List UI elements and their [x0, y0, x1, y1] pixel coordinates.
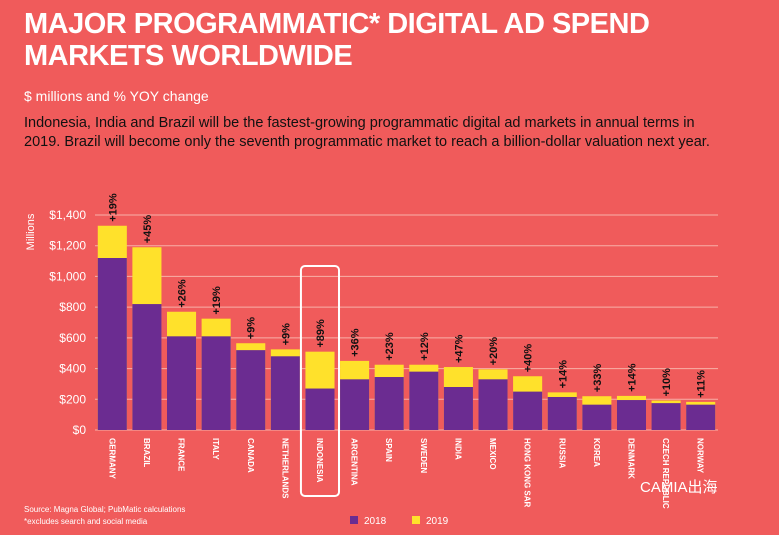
y-tick-label: $1,200	[49, 239, 86, 253]
x-tick-label: NORWAY	[696, 438, 705, 474]
bar	[686, 404, 716, 430]
description: Indonesia, India and Brazil will be the …	[24, 115, 710, 150]
legend-swatch	[412, 516, 420, 524]
bar	[651, 403, 681, 430]
x-tick-label: SWEDEN	[419, 438, 428, 473]
watermark: CAMIA出海	[640, 479, 718, 496]
y-axis-label: Millions	[25, 213, 37, 250]
growth-label: +26%	[177, 279, 189, 308]
x-tick-label: HONG KONG SAR	[523, 438, 532, 508]
growth-label: +19%	[211, 286, 223, 315]
source: Source: Magna Global; PubMatic calculati…	[24, 505, 185, 514]
x-tick-label: INDIA	[453, 438, 462, 460]
y-tick-label: $800	[59, 300, 86, 314]
growth-label: +14%	[626, 363, 638, 392]
bar	[513, 391, 543, 430]
growth-label: +19%	[107, 193, 119, 222]
y-tick-label: $1,400	[49, 208, 86, 222]
growth-label: +12%	[419, 332, 431, 361]
bar	[236, 350, 266, 430]
y-tick-label: $0	[73, 423, 87, 437]
growth-label: +11%	[696, 370, 708, 398]
bar	[582, 404, 612, 430]
bar	[443, 387, 473, 430]
growth-label: +47%	[453, 334, 465, 363]
bar	[374, 377, 404, 430]
x-tick-label: GERMANY	[107, 438, 116, 480]
growth-label: +45%	[142, 215, 154, 244]
x-tick-label: RUSSIA	[557, 438, 566, 468]
bar	[132, 304, 162, 430]
bar	[340, 379, 370, 430]
growth-label: +36%	[350, 328, 362, 357]
x-tick-label: ITALY	[211, 438, 220, 460]
bar	[616, 400, 647, 430]
growth-label: +40%	[523, 344, 535, 373]
x-tick-label: SPAIN	[384, 438, 393, 462]
bar	[270, 356, 300, 430]
growth-label: +9%	[280, 323, 292, 346]
y-tick-label: $600	[59, 331, 86, 345]
x-tick-label: INDONESIA	[315, 438, 324, 483]
x-tick-label: CZECH REPUBLIC	[661, 438, 670, 509]
y-tick-label: $200	[59, 392, 86, 406]
bar	[547, 396, 577, 430]
legend-swatch	[350, 516, 358, 524]
x-tick-label: KOREA	[592, 438, 601, 467]
x-tick-label: ARGENTINA	[350, 438, 359, 486]
x-tick-label: CANADA	[246, 438, 255, 473]
y-tick-label: $1,000	[49, 269, 86, 283]
x-tick-label: FRANCE	[177, 438, 186, 472]
growth-label: +33%	[592, 364, 604, 393]
bar	[201, 336, 231, 430]
growth-label: +20%	[488, 337, 500, 366]
growth-label: +89%	[315, 319, 327, 348]
x-tick-label: MEXICO	[488, 438, 497, 470]
growth-label: +14%	[557, 360, 569, 389]
x-tick-label: BRAZIL	[142, 438, 151, 467]
legend-label: 2018	[364, 516, 387, 527]
bar	[166, 336, 197, 430]
chart-title: MAJOR PROGRAMMATIC* DIGITAL AD SPEND MAR…	[24, 8, 650, 72]
growth-label: +9%	[246, 317, 258, 340]
footnote: *excludes search and social media	[24, 517, 148, 526]
y-tick-label: $400	[59, 362, 86, 376]
growth-label: +23%	[384, 332, 396, 361]
bar	[97, 258, 127, 430]
legend-label: 2019	[426, 516, 449, 527]
x-tick-label: DENMARK	[626, 438, 635, 479]
highlight-box	[299, 265, 341, 497]
bar	[409, 371, 439, 430]
bar	[478, 379, 508, 430]
growth-label: +10%	[661, 368, 673, 397]
bar	[305, 388, 335, 430]
subtitle: $ millions and % YOY change	[24, 88, 209, 104]
x-tick-label: NETHERLANDS	[280, 438, 289, 499]
